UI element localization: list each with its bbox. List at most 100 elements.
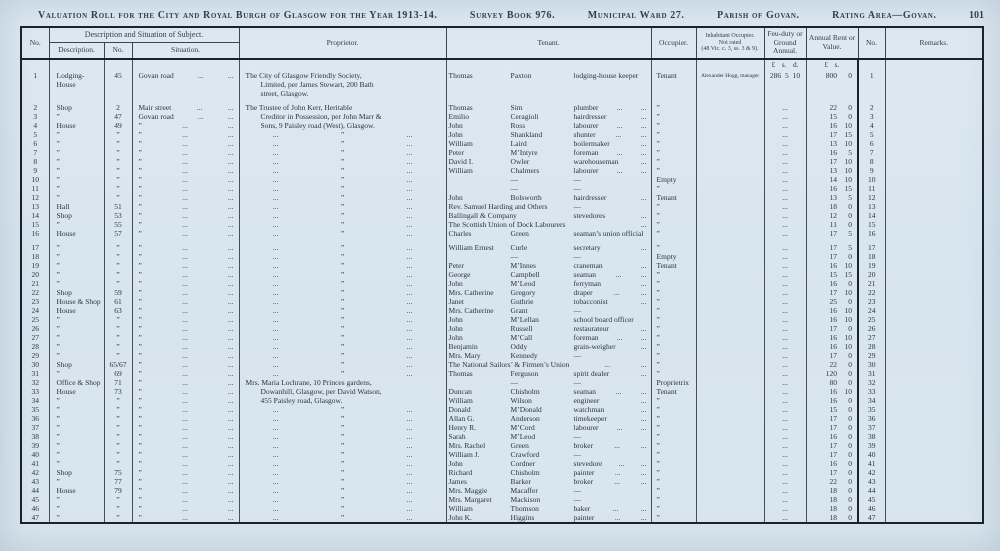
tenant-forename: Duncan <box>448 386 472 396</box>
street-number-cell: 49 <box>104 120 133 130</box>
situation-cell: ”...... <box>132 449 240 459</box>
ditto-mark: ” <box>340 341 345 351</box>
row-number: 12 <box>21 192 50 202</box>
street-number-cell: 47 <box>104 111 133 121</box>
feu-duty-cell: ... <box>764 305 807 315</box>
rent-shillings: 0 <box>848 219 853 229</box>
tenant-surname: Macaffer <box>510 485 538 495</box>
situation-cell: ”...... <box>132 120 240 130</box>
ditto-mark: ” <box>340 228 345 238</box>
situation-text: ” <box>138 120 142 130</box>
tenant-surname: M’Innes <box>510 260 536 270</box>
proprietor-cell: ... ”... <box>239 422 447 432</box>
dots-filler: ... <box>272 278 279 288</box>
remarks-cell <box>885 486 983 495</box>
row-number: 31 <box>21 368 50 378</box>
tenant-cell: John Russell restaurateur... <box>446 323 652 333</box>
dots-filler: ... <box>640 440 647 450</box>
inhabitant-occupier-cell <box>696 305 765 315</box>
dots-filler: ... <box>640 111 647 121</box>
tenant-surname: — <box>510 183 519 193</box>
feu-duty-cell: ... <box>764 341 807 351</box>
header-occupier: Occupier. <box>650 26 697 59</box>
dots-filler: ... <box>640 296 647 306</box>
tenant-occupation: shunter...... <box>574 130 649 139</box>
tenant-occupation: seaman...... <box>574 387 649 396</box>
dots-filler: ... <box>406 467 413 477</box>
feu-duty-cell: ... <box>764 386 807 396</box>
rent-pounds: 18 <box>829 494 838 504</box>
situation-text: ” <box>138 422 142 432</box>
dots-filler: ... <box>640 210 647 220</box>
situation-text: ” <box>138 183 142 193</box>
tenant-surname: Ferguson <box>510 368 539 378</box>
occupation-text: labourer <box>573 422 599 432</box>
dots-filler: ... <box>227 332 234 342</box>
proprietor-cell: ... ”... <box>239 440 447 450</box>
description-cell: House <box>49 386 105 396</box>
tenant-occupation: foreman...... <box>574 333 649 342</box>
tenant-forename: Peter <box>448 147 464 157</box>
occupation-text: seaman <box>573 269 597 279</box>
tenant-forename: Mrs. Maggie <box>448 485 488 495</box>
occupier-cell: ” <box>651 368 697 378</box>
feu-duty-cell: ... <box>764 111 807 121</box>
header-annual-rent: Annual Rent or Value. <box>805 26 859 59</box>
row-number-right: 28 <box>858 341 886 351</box>
tenant-occupation: lodging-house keeper <box>574 71 649 80</box>
street-number-cell: ” <box>104 332 133 342</box>
dots-filler: ... <box>406 269 413 279</box>
dots-filler: ... <box>182 332 188 342</box>
occupier-cell: ” <box>651 242 697 252</box>
table-row: 42 Shop 75 ”...... ... ”... Richard Chisho… <box>21 467 983 477</box>
row-number-right: 17 <box>858 242 886 252</box>
situation-text: ” <box>138 485 142 495</box>
occupation-text: broker <box>573 476 594 486</box>
inhabitant-occupier-cell <box>696 449 765 459</box>
occupation-text: labourer <box>573 165 599 175</box>
description-cell: ” <box>49 404 105 414</box>
ditto-mark: ” <box>340 431 345 441</box>
proprietor-cell: Dowanhill, Glasgow, per David Watson, <box>239 386 447 396</box>
dots-filler: ... <box>227 458 234 468</box>
table-row: 41 ” ” ”...... ... ”... John Cordner steved… <box>21 458 983 468</box>
situation-cell: ”...... <box>132 242 240 252</box>
remarks-cell <box>885 360 983 369</box>
dots-filler: ... <box>272 147 279 157</box>
rent-pounds: 25 <box>829 296 838 306</box>
tenant-forename: Thomas <box>448 102 473 112</box>
tenant-forename: William Ernest <box>448 242 494 252</box>
occupier-cell: ” <box>651 129 697 139</box>
inhabitant-occupier-cell <box>696 251 765 261</box>
table-row: 23 House & Shop 61 ”...... ... ”... Janet… <box>21 296 983 306</box>
street-number-cell: ” <box>104 449 133 459</box>
table-row: 15 ” 55 ”...... ... ”... The Scottish Uni… <box>21 219 983 229</box>
dots-filler: ... <box>227 449 234 459</box>
row-number-right: 35 <box>858 404 886 414</box>
tenant-forename: Thomas <box>448 368 473 378</box>
proprietor-cell: ... ”... <box>239 449 447 459</box>
dots-filler: ... <box>616 147 623 157</box>
dots-filler: ... <box>227 102 234 112</box>
tenant-cell: Henry R. M’Cord labourer...... <box>446 422 652 432</box>
situation-text: ” <box>138 210 142 220</box>
proprietor-cell: ... ”... <box>239 174 447 184</box>
dots-filler: ... <box>406 251 413 261</box>
dots-filler: ... <box>618 458 625 468</box>
feu-duty-cell: ... <box>764 165 807 175</box>
situation-text: ” <box>138 174 142 184</box>
situation-cell: ”...... <box>132 332 240 342</box>
annual-rent-cell: 17 15 <box>806 129 860 139</box>
rent-pounds: 22 <box>829 102 838 112</box>
tenant-forename: Peter <box>448 260 464 270</box>
tenant-occupation: foreman...... <box>574 148 649 157</box>
tenant-occupation: — <box>574 175 649 184</box>
header-tenant: Tenant. <box>445 26 652 59</box>
occupation-text: — <box>573 251 582 261</box>
header-inhabitant-occupier: Inhabitant Occupier. Not rated (48 Vic. … <box>695 26 765 59</box>
rent-shillings: 10 <box>844 260 853 270</box>
occupation-text: — <box>573 449 582 459</box>
header-description: Description. <box>48 42 105 59</box>
dots-filler: ... <box>272 440 279 450</box>
